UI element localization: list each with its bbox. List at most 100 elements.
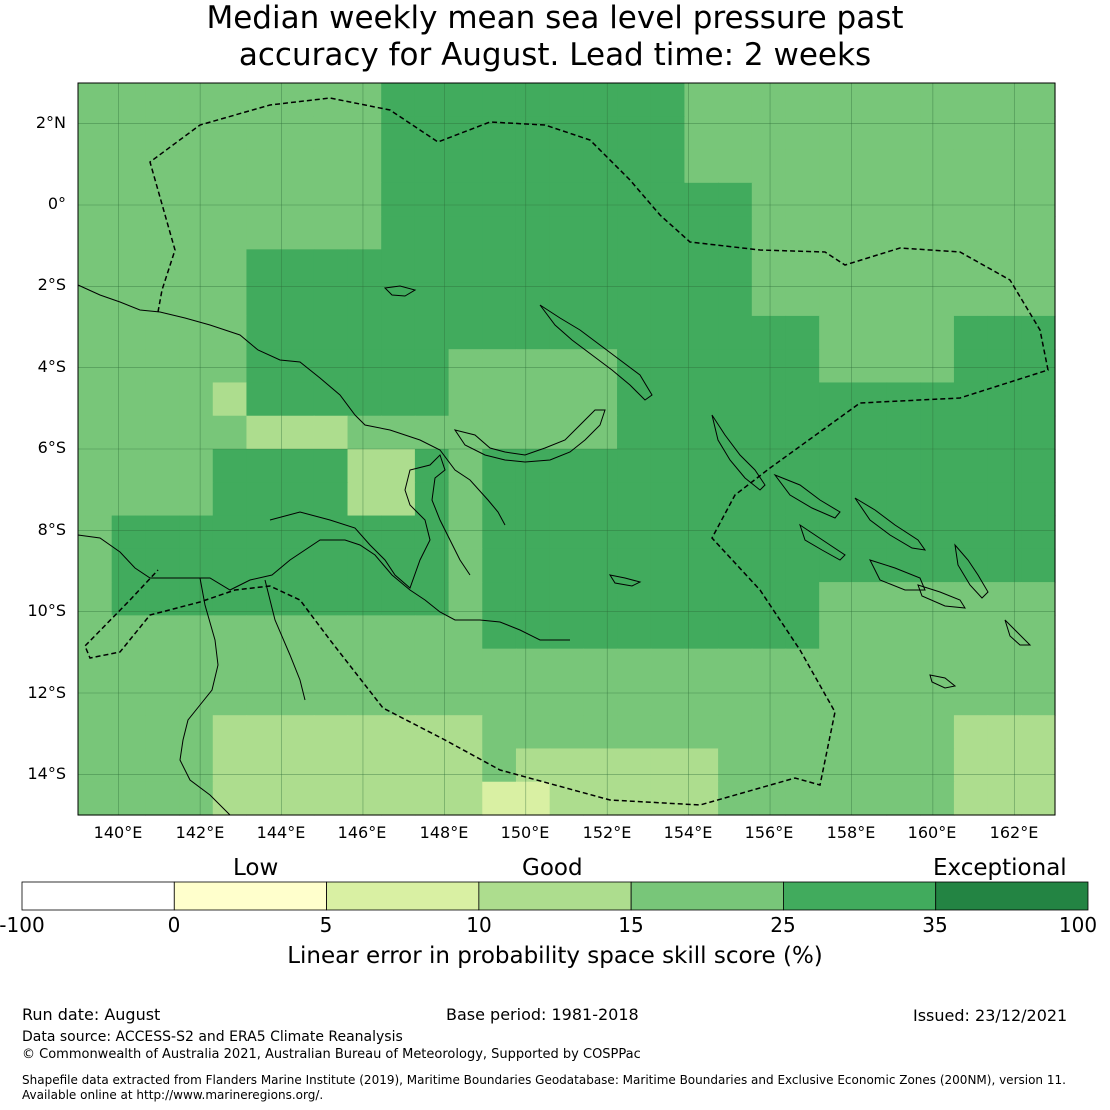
skill-cell [785, 349, 820, 384]
skill-cell [785, 648, 820, 683]
skill-cell [617, 715, 652, 750]
skill-cell [852, 482, 888, 517]
skill-cell [515, 615, 551, 650]
skill-cell [347, 249, 382, 284]
skill-cell [1021, 748, 1056, 783]
skill-cell [414, 83, 450, 117]
skill-cell [751, 349, 787, 384]
skill-cell [953, 548, 989, 583]
skill-cell [583, 548, 618, 583]
skill-cell [212, 315, 248, 350]
skill-cell [381, 382, 416, 417]
skill-cell [785, 382, 820, 417]
skill-cell [313, 382, 349, 417]
colorbar-segment [173, 881, 327, 911]
skill-cell [246, 781, 281, 816]
skill-cell [381, 681, 416, 716]
skill-cell [583, 83, 618, 117]
skill-cell [381, 315, 416, 350]
skill-cell [246, 482, 281, 517]
skill-cell [819, 715, 854, 750]
skill-cell [987, 715, 1022, 750]
lon-label-156e: 156°E [744, 823, 794, 842]
skill-cell [583, 748, 618, 783]
eez-boundary [84, 97, 1049, 806]
skill-cell [617, 648, 652, 683]
skill-cell [482, 781, 517, 816]
skill-cell [1021, 515, 1056, 550]
skill-cell [1021, 582, 1056, 616]
skill-cell [414, 548, 450, 583]
skill-cell [313, 648, 349, 683]
skill-cell [280, 349, 315, 384]
skill-cell [718, 781, 753, 816]
lat-label-14s: 14°S [27, 764, 66, 783]
skill-cell [145, 681, 180, 716]
skill-cell [381, 548, 416, 583]
skill-cell [246, 315, 281, 350]
skill-cell [617, 681, 652, 716]
skill-cell [448, 781, 483, 816]
coastline-cape-york [179, 577, 231, 816]
category-low: Low [233, 855, 279, 881]
skill-cell [145, 449, 180, 483]
skill-cell [650, 382, 686, 417]
skill-cell [313, 449, 349, 483]
skill-cell [953, 149, 989, 184]
skill-cell [515, 515, 551, 550]
skill-cell [617, 216, 652, 250]
skill-cell [1021, 149, 1056, 184]
skill-cell [549, 715, 584, 750]
skill-cell [684, 748, 719, 783]
skill-cell [78, 415, 113, 450]
lat-label-2n: 2°N [35, 113, 66, 132]
skill-cell [381, 449, 416, 483]
skill-cell [381, 249, 416, 284]
skill-cell [482, 216, 517, 250]
skill-cell [920, 715, 955, 750]
skill-cell [549, 449, 584, 483]
skill-cell [819, 681, 854, 716]
skill-cell [212, 449, 248, 483]
skill-cell [280, 282, 315, 317]
category-good: Good [522, 855, 583, 881]
skill-cell [718, 548, 753, 583]
skill-cell [381, 615, 416, 650]
skill-cell [448, 482, 483, 517]
skill-cell [145, 182, 180, 217]
title-line-1: Median weekly mean sea level pressure pa… [206, 0, 904, 36]
skill-cell [280, 249, 315, 284]
skill-cell [852, 116, 888, 151]
skill-cell [886, 315, 921, 350]
skill-cell [718, 715, 753, 750]
skill-cell [785, 615, 820, 650]
skill-cell [920, 116, 955, 151]
skill-cell [987, 349, 1022, 384]
skill-cell [549, 648, 584, 683]
skill-cell [987, 282, 1022, 317]
skill-cell [819, 182, 854, 217]
skill-cell [684, 149, 719, 184]
skill-cell [852, 615, 888, 650]
skill-cell [448, 116, 483, 151]
skill-cell [751, 415, 787, 450]
skill-cell [953, 349, 989, 384]
skill-cell [684, 449, 719, 483]
skill-cell [785, 249, 820, 284]
skill-cell [515, 249, 551, 284]
skill-cell [347, 216, 382, 250]
skill-cell [886, 781, 921, 816]
skill-cell [246, 116, 281, 151]
skill-cell [819, 548, 854, 583]
skill-cell [617, 515, 652, 550]
skill-cell [246, 648, 281, 683]
skill-cell [953, 282, 989, 317]
skill-cell [347, 149, 382, 184]
skill-cell [819, 315, 854, 350]
graticule [78, 83, 1055, 815]
tick-25: 25 [770, 913, 796, 937]
skill-cell [583, 515, 618, 550]
skill-cell [414, 382, 450, 417]
skill-cell [347, 349, 382, 384]
skill-cell [111, 182, 146, 217]
